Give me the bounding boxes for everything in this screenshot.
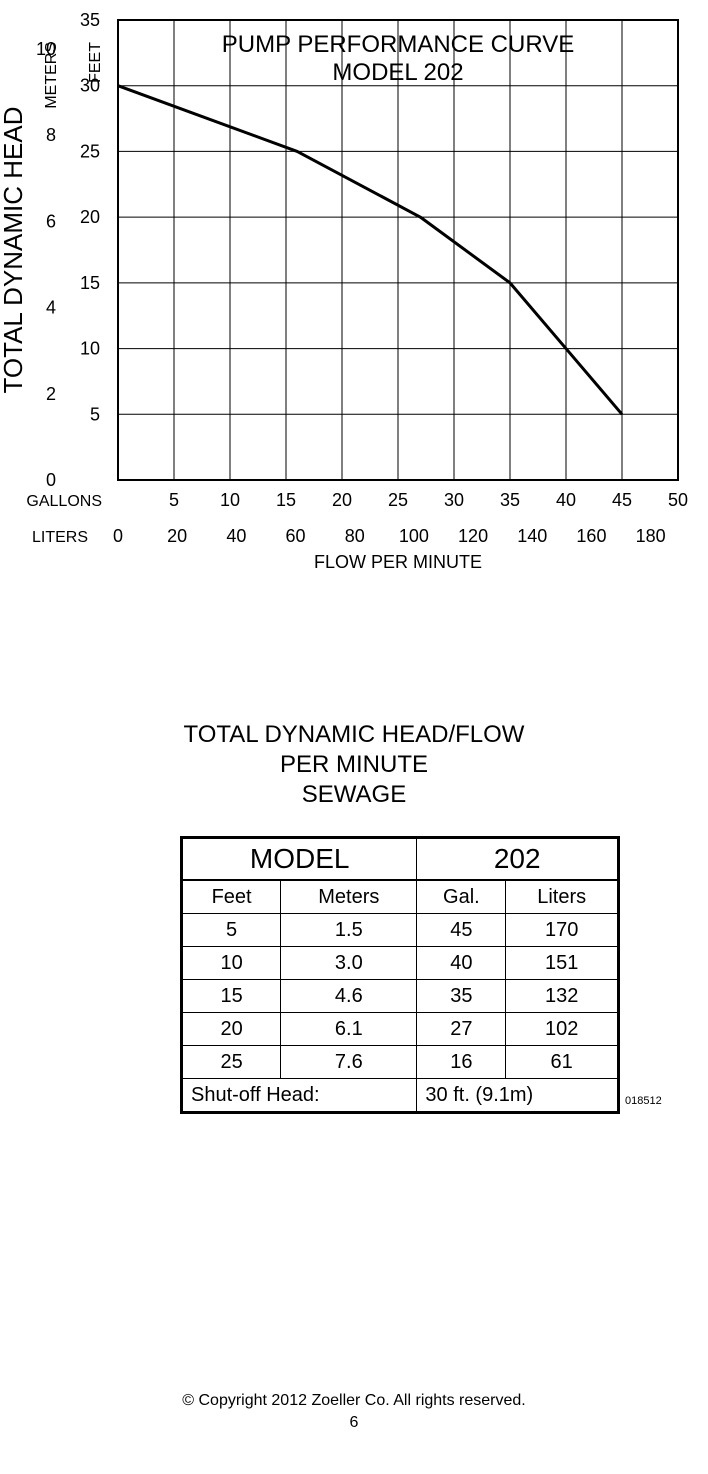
svg-text:120: 120 [458,526,488,546]
table-title-line2: PER MINUTE [280,751,428,778]
svg-text:5: 5 [90,404,100,424]
svg-text:45: 45 [612,490,632,510]
pump-performance-chart: 5101520253035510152025303540455002468100… [0,0,708,620]
table-title: TOTAL DYNAMIC HEAD/FLOW PER MINUTE SEWAG… [0,720,708,810]
svg-text:40: 40 [556,490,576,510]
table-title-line1: TOTAL DYNAMIC HEAD/FLOW [184,721,525,748]
svg-text:80: 80 [345,526,365,546]
svg-text:25: 25 [388,490,408,510]
document-id: 018512 [625,1095,662,1107]
svg-text:METERS: METERS [43,42,60,109]
svg-text:FEET: FEET [87,42,104,83]
copyright-text: © Copyright 2012 Zoeller Co. All rights … [0,1392,708,1410]
performance-table: MODEL202FeetMetersGal.Liters51.545170103… [180,836,620,1114]
svg-text:10: 10 [80,339,100,359]
svg-text:35: 35 [80,10,100,30]
svg-text:6: 6 [46,211,56,231]
svg-text:8: 8 [46,125,56,145]
svg-text:35: 35 [500,490,520,510]
svg-text:60: 60 [286,526,306,546]
svg-text:160: 160 [576,526,606,546]
svg-text:15: 15 [276,490,296,510]
svg-text:140: 140 [517,526,547,546]
svg-text:2: 2 [46,384,56,404]
svg-text:100: 100 [399,526,429,546]
svg-text:15: 15 [80,273,100,293]
svg-text:10: 10 [220,490,240,510]
svg-text:30: 30 [444,490,464,510]
svg-text:GALLONS: GALLONS [26,493,102,510]
svg-text:TOTAL DYNAMIC HEAD: TOTAL DYNAMIC HEAD [0,106,28,393]
svg-text:180: 180 [636,526,666,546]
svg-text:MODEL 202: MODEL 202 [332,59,463,86]
svg-text:5: 5 [169,490,179,510]
svg-text:4: 4 [46,298,56,318]
svg-text:20: 20 [167,526,187,546]
svg-text:50: 50 [668,490,688,510]
svg-text:LITERS: LITERS [32,529,88,546]
svg-text:PUMP PERFORMANCE CURVE: PUMP PERFORMANCE CURVE [222,31,575,58]
svg-text:20: 20 [80,207,100,227]
svg-text:20: 20 [332,490,352,510]
svg-text:25: 25 [80,141,100,161]
svg-text:FLOW PER MINUTE: FLOW PER MINUTE [314,552,482,572]
svg-text:40: 40 [226,526,246,546]
performance-table-wrap: MODEL202FeetMetersGal.Liters51.545170103… [180,836,620,1114]
svg-text:0: 0 [113,526,123,546]
table-title-line3: SEWAGE [302,781,406,808]
svg-text:0: 0 [46,470,56,490]
page-number: 6 [0,1414,708,1432]
